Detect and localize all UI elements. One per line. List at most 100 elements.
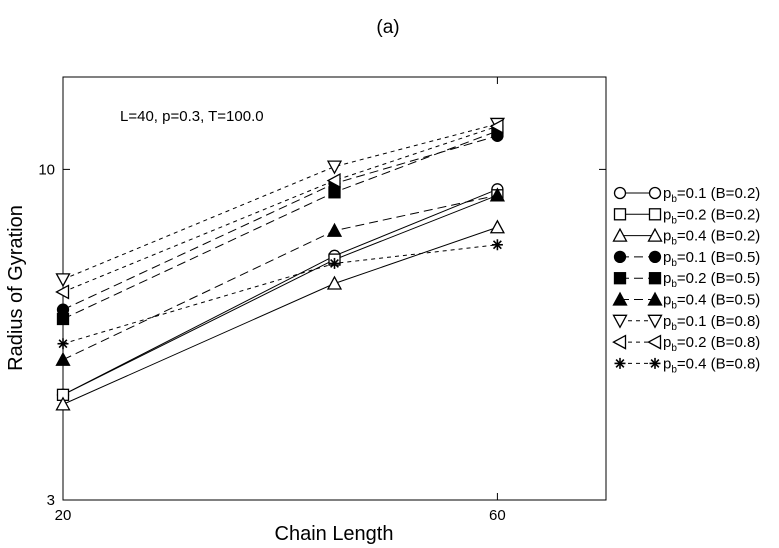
legend-label-rest: =0.1 (B=0.8) <box>677 313 760 330</box>
legend-label-prefix: p <box>663 355 671 372</box>
data-point <box>55 351 71 366</box>
series-2 <box>55 219 505 411</box>
x-axis-label: Chain Length <box>275 523 394 545</box>
data-point <box>56 312 70 326</box>
data-point <box>489 118 504 134</box>
legend-label-rest: =0.1 (B=0.5) <box>677 249 760 266</box>
legend-marker <box>647 334 662 350</box>
legend-label: pb=0.1 (B=0.5) <box>663 249 760 269</box>
legend-label-prefix: p <box>663 292 671 309</box>
legend-marker <box>647 314 663 329</box>
legend-marker <box>648 186 662 200</box>
y-tick-label: 10 <box>38 161 55 178</box>
series-line <box>62 123 498 280</box>
legend-entry: pb=0.2 (B=0.5) <box>613 270 760 290</box>
series-0 <box>56 183 504 401</box>
legend-entry: pb=0.4 (B=0.2) <box>612 227 760 248</box>
legend-label-rest: =0.2 (B=0.2) <box>677 206 760 223</box>
legend-marker <box>614 357 626 369</box>
legend-label-subscript: b <box>671 301 677 312</box>
data-point <box>489 219 505 234</box>
legend-label-subscript: b <box>671 258 677 269</box>
legend-label: pb=0.2 (B=0.5) <box>663 270 760 290</box>
series-8 <box>57 239 503 350</box>
series-7 <box>55 118 504 300</box>
data-point <box>326 275 343 290</box>
legend-entry: pb=0.2 (B=0.8) <box>612 334 760 354</box>
x-tick-label: 20 <box>55 507 72 524</box>
legend-label: pb=0.2 (B=0.8) <box>663 334 760 354</box>
legend-label-prefix: p <box>663 206 671 223</box>
legend-label-prefix: p <box>663 270 671 287</box>
legend-label-prefix: p <box>663 334 671 351</box>
legend-marker <box>647 291 663 306</box>
legend-marker <box>612 227 628 242</box>
legend-entry: pb=0.4 (B=0.8) <box>614 355 760 375</box>
legend-label-subscript: b <box>671 322 677 333</box>
legend-label-prefix: p <box>663 313 671 330</box>
legend-marker <box>647 227 663 242</box>
data-point <box>326 160 343 175</box>
series-line <box>62 188 498 396</box>
legend-marker <box>648 272 662 285</box>
data-point <box>55 273 71 288</box>
legend-label-rest: =0.4 (B=0.5) <box>677 292 760 309</box>
legend-marker <box>648 250 662 264</box>
legend-label-prefix: p <box>663 228 671 245</box>
legend-marker <box>612 291 628 306</box>
data-point <box>55 396 71 411</box>
series-6 <box>55 117 505 288</box>
legend-label-rest: =0.2 (B=0.8) <box>677 334 760 351</box>
legend-label-prefix: p <box>663 249 671 266</box>
series-line <box>62 194 498 396</box>
legend-label: pb=0.1 (B=0.8) <box>663 313 760 333</box>
series-line <box>62 226 498 405</box>
axis-ticks: 20 60 3 10 <box>38 77 606 524</box>
legend-label: pb=0.4 (B=0.8) <box>663 355 760 375</box>
data-point <box>491 239 503 251</box>
legend-label-subscript: b <box>671 237 677 248</box>
series-layer <box>55 117 505 411</box>
data-point <box>57 338 69 350</box>
data-point <box>328 186 341 199</box>
legend-label-rest: =0.2 (B=0.5) <box>677 270 760 287</box>
legend-entry: pb=0.1 (B=0.8) <box>612 313 760 333</box>
series-5 <box>55 187 505 366</box>
legend-label: pb=0.1 (B=0.2) <box>663 185 760 205</box>
data-point <box>326 222 343 237</box>
legend-marker <box>649 357 661 369</box>
legend-marker <box>613 272 627 285</box>
legend: pb=0.1 (B=0.2)pb=0.2 (B=0.2)pb=0.4 (B=0.… <box>612 185 760 375</box>
legend-marker <box>612 314 628 329</box>
data-point <box>55 284 70 300</box>
x-tick-label: 60 <box>489 507 506 524</box>
legend-marker <box>613 186 627 200</box>
legend-label: pb=0.4 (B=0.5) <box>663 292 760 312</box>
series-3 <box>56 129 504 316</box>
plot-annotation: L=40, p=0.3, T=100.0 <box>120 108 264 125</box>
legend-label-subscript: b <box>671 343 677 354</box>
series-1 <box>56 189 504 401</box>
legend-label-rest: =0.4 (B=0.8) <box>677 355 760 372</box>
y-tick-label: 3 <box>47 492 55 509</box>
legend-entry: pb=0.1 (B=0.5) <box>613 249 760 269</box>
legend-label-rest: =0.1 (B=0.2) <box>677 185 760 202</box>
legend-marker <box>648 208 662 221</box>
legend-marker <box>612 334 627 350</box>
legend-label: pb=0.4 (B=0.2) <box>663 228 760 248</box>
panel-label: (a) <box>376 17 399 38</box>
legend-label-rest: =0.4 (B=0.2) <box>677 228 760 245</box>
legend-label-subscript: b <box>671 194 677 205</box>
series-line <box>62 130 498 320</box>
legend-marker <box>613 250 627 264</box>
series-4 <box>56 124 504 326</box>
data-point <box>489 187 505 202</box>
data-point <box>326 173 341 189</box>
y-axis-label: Radius of Gyration <box>5 205 27 371</box>
legend-label-subscript: b <box>671 215 677 226</box>
legend-label-prefix: p <box>663 185 671 202</box>
legend-label: pb=0.2 (B=0.2) <box>663 206 760 226</box>
legend-label-subscript: b <box>671 279 677 290</box>
legend-entry: pb=0.1 (B=0.2) <box>613 185 760 205</box>
